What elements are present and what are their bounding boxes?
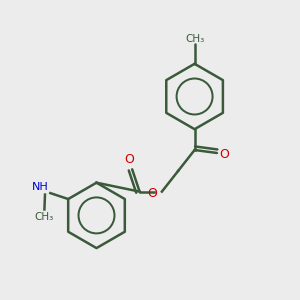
Text: O: O	[219, 148, 229, 161]
Text: CH₃: CH₃	[35, 212, 54, 222]
Text: CH₃: CH₃	[185, 34, 204, 44]
Text: O: O	[124, 153, 134, 166]
Text: NH: NH	[32, 182, 49, 192]
Text: O: O	[148, 187, 158, 200]
